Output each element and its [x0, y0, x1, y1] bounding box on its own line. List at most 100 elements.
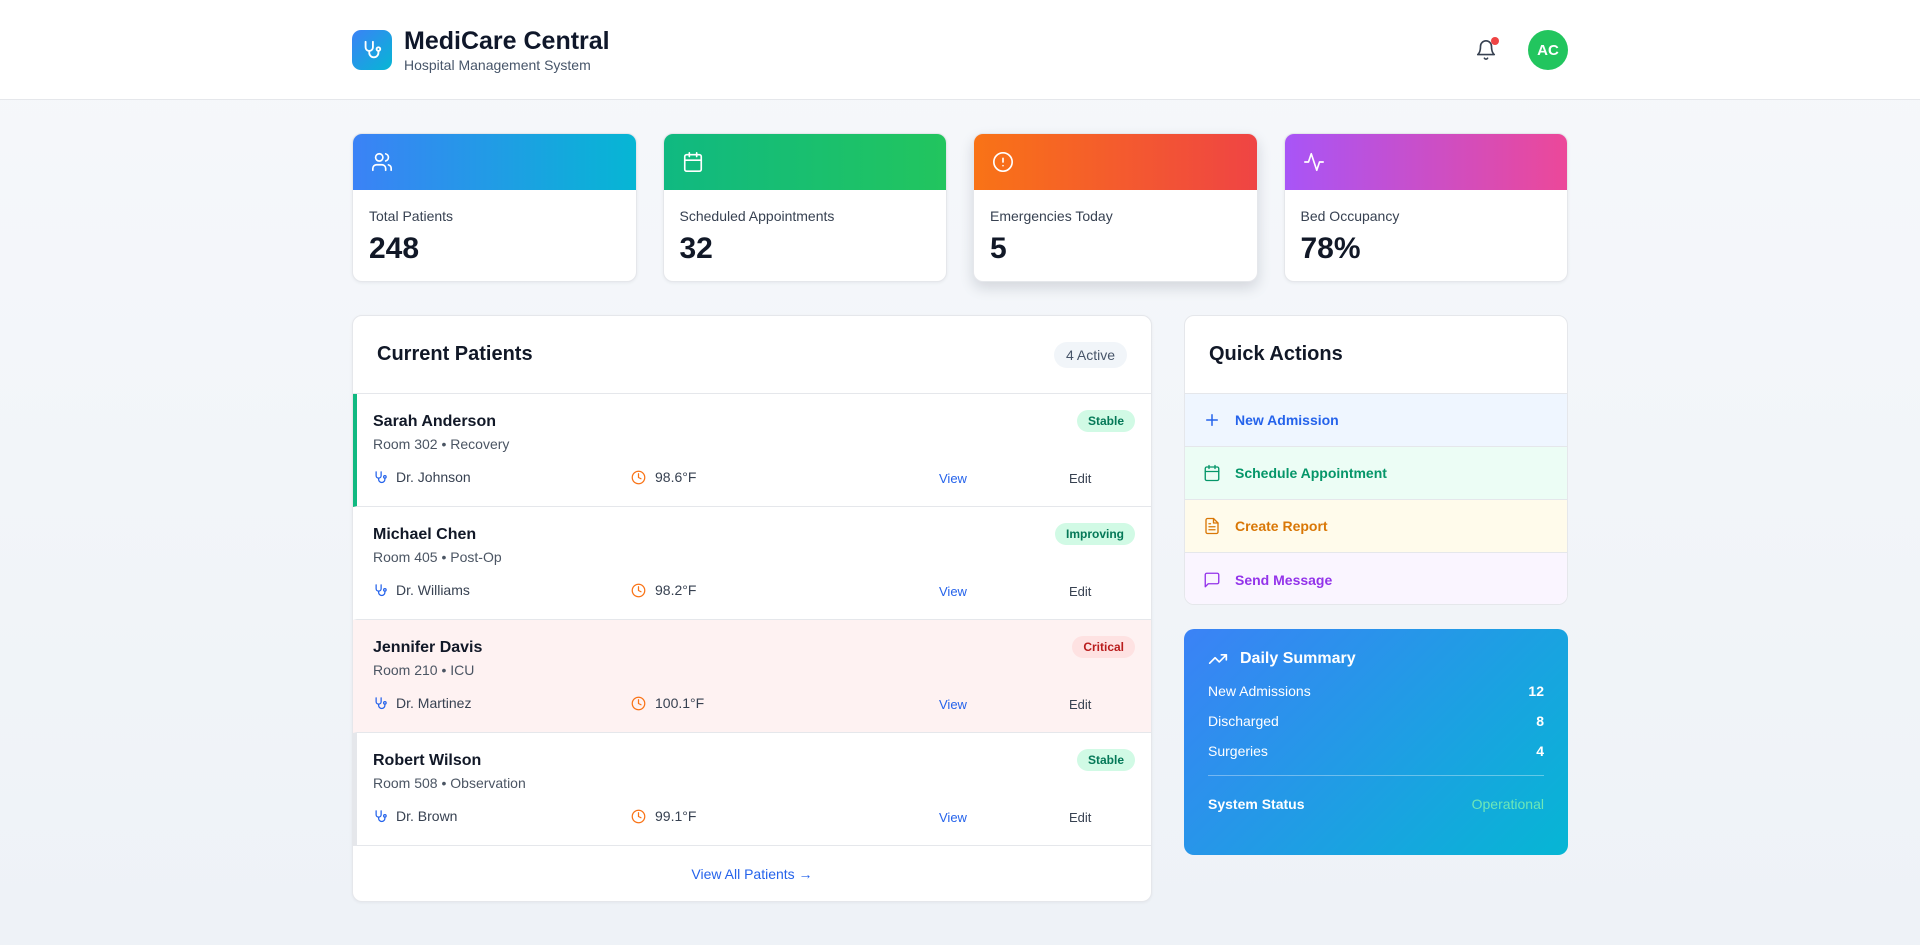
bell-icon: [1476, 40, 1496, 60]
plus-icon: [1206, 414, 1218, 426]
action-label: Send Message: [1235, 571, 1333, 588]
divider: [1208, 775, 1544, 776]
patient-name: Jennifer Davis: [373, 639, 483, 656]
status-badge: Critical: [1072, 636, 1135, 658]
stethoscope-icon: [352, 30, 392, 70]
panel-title: Quick Actions: [1209, 343, 1343, 365]
summary-row: Surgeries 4: [1208, 743, 1544, 759]
edit-patient-button[interactable]: Edit: [1069, 697, 1092, 712]
stat-card-total-patients[interactable]: Total Patients 248: [352, 133, 637, 282]
message-square-icon: [1204, 572, 1220, 587]
attending-doctor: Dr. Brown: [373, 808, 457, 824]
doctor-name: Dr. Williams: [396, 582, 470, 598]
app-title: MediCare Central: [404, 27, 610, 55]
calendar-icon: [1204, 464, 1220, 482]
current-patients-panel: Current Patients 4 Active Sarah Anderson…: [352, 315, 1152, 902]
stat-label: Bed Occupancy: [1300, 208, 1400, 224]
patient-name: Robert Wilson: [373, 752, 482, 769]
stethoscope-icon: [373, 470, 396, 485]
patient-row[interactable]: Jennifer Davis Room 210 • ICU Critical Dr. …: [353, 620, 1151, 733]
view-patient-button[interactable]: View: [939, 697, 967, 712]
stat-label: Total Patients: [369, 208, 454, 224]
patient-room: Room 302 • Recovery: [373, 436, 510, 452]
patient-room: Room 508 • Observation: [373, 775, 526, 791]
schedule-appointment-button[interactable]: Schedule Appointment: [1185, 447, 1567, 500]
summary-value: 8: [1536, 713, 1544, 729]
temperature-value: 98.2°F: [655, 582, 697, 598]
view-patient-button[interactable]: View: [939, 471, 967, 486]
system-status: System Status Operational: [1208, 796, 1544, 812]
summary-value: 12: [1528, 683, 1544, 699]
stethoscope-icon: [373, 809, 396, 824]
stat-value: 78%: [1300, 232, 1361, 265]
summary-row: Discharged 8: [1208, 713, 1544, 729]
summary-label: Discharged: [1208, 713, 1279, 729]
status-value: Operational: [1471, 796, 1544, 812]
notification-dot: [1491, 37, 1499, 45]
stat-value: 5: [990, 232, 1007, 265]
stethoscope-icon: [373, 696, 396, 711]
action-label: Schedule Appointment: [1235, 465, 1387, 481]
view-patient-button[interactable]: View: [939, 810, 967, 825]
temperature: 98.6°F: [631, 469, 696, 485]
temperature-value: 100.1°F: [655, 695, 705, 711]
activity-icon: [1303, 152, 1324, 172]
top-bar: MediCare Central Hospital Management Sys…: [0, 0, 1920, 100]
summary-label: Surgeries: [1208, 743, 1268, 759]
clock-icon: [631, 696, 655, 711]
attending-doctor: Dr. Williams: [373, 582, 470, 598]
view-all-patients-link[interactable]: View All Patients →: [691, 866, 813, 882]
doctor-name: Dr. Martinez: [396, 695, 472, 711]
edit-patient-button[interactable]: Edit: [1069, 584, 1092, 599]
stat-card-bed-occupancy[interactable]: Bed Occupancy 78%: [1283, 133, 1568, 282]
new-admission-button[interactable]: New Admission: [1185, 394, 1567, 447]
trending-up-icon: [1208, 654, 1228, 664]
panel-title: Current Patients: [377, 343, 533, 365]
summary-label: New Admissions: [1208, 683, 1311, 699]
patient-row[interactable]: Michael Chen Room 405 • Post-Op Improving D…: [353, 507, 1151, 620]
patient-room: Room 405 • Post-Op: [373, 549, 502, 565]
stat-label: Scheduled Appointments: [679, 208, 835, 224]
quick-actions-panel: Quick Actions New Admission Schedule App…: [1184, 315, 1568, 605]
temperature-value: 98.6°F: [655, 469, 697, 485]
patient-room: Room 210 • ICU: [373, 662, 475, 678]
patient-row[interactable]: Robert Wilson Room 508 • Observation Stabl…: [353, 733, 1151, 846]
patient-name: Sarah Anderson: [373, 413, 496, 430]
temperature: 99.1°F: [631, 808, 696, 824]
patient-row[interactable]: Sarah Anderson Room 302 • Recovery Stable D…: [353, 394, 1151, 507]
summary-row: New Admissions 12: [1208, 683, 1544, 699]
view-patient-button[interactable]: View: [939, 584, 967, 599]
stat-value: 32: [679, 232, 713, 265]
clock-icon: [631, 470, 655, 485]
clock-icon: [631, 583, 655, 598]
user-avatar[interactable]: AC: [1528, 30, 1568, 70]
active-count-badge: 4 Active: [1053, 341, 1127, 368]
patient-name: Michael Chen: [373, 526, 477, 543]
alert-circle-icon: [993, 152, 1013, 172]
brand[interactable]: MediCare Central Hospital Management Sys…: [352, 27, 610, 73]
create-report-button[interactable]: Create Report: [1185, 500, 1567, 553]
users-icon: [372, 152, 392, 172]
attending-doctor: Dr. Johnson: [373, 469, 471, 485]
status-label: System Status: [1208, 796, 1305, 812]
temperature: 98.2°F: [631, 582, 696, 598]
temperature: 100.1°F: [631, 695, 704, 711]
summary-title: Daily Summary: [1240, 650, 1356, 667]
stat-card-appointments[interactable]: Scheduled Appointments 32: [662, 133, 947, 282]
summary-value: 4: [1536, 743, 1544, 759]
edit-patient-button[interactable]: Edit: [1069, 810, 1092, 825]
notifications-button[interactable]: [1472, 36, 1500, 64]
temperature-value: 99.1°F: [655, 808, 697, 824]
send-message-button[interactable]: Send Message: [1185, 553, 1567, 604]
daily-summary-panel: Daily Summary New Admissions 12 Discharg…: [1184, 629, 1568, 855]
status-badge: Improving: [1054, 523, 1135, 545]
action-label: New Admission: [1235, 412, 1339, 428]
stats-row: Total Patients 248 Scheduled Appointment…: [352, 133, 1568, 282]
edit-patient-button[interactable]: Edit: [1069, 471, 1092, 486]
status-badge: Stable: [1076, 749, 1135, 771]
stat-card-emergencies[interactable]: Emergencies Today 5: [973, 133, 1258, 282]
status-badge: Stable: [1076, 410, 1135, 432]
action-label: Create Report: [1235, 518, 1328, 534]
clock-icon: [631, 809, 655, 824]
stat-value: 248: [369, 232, 420, 265]
